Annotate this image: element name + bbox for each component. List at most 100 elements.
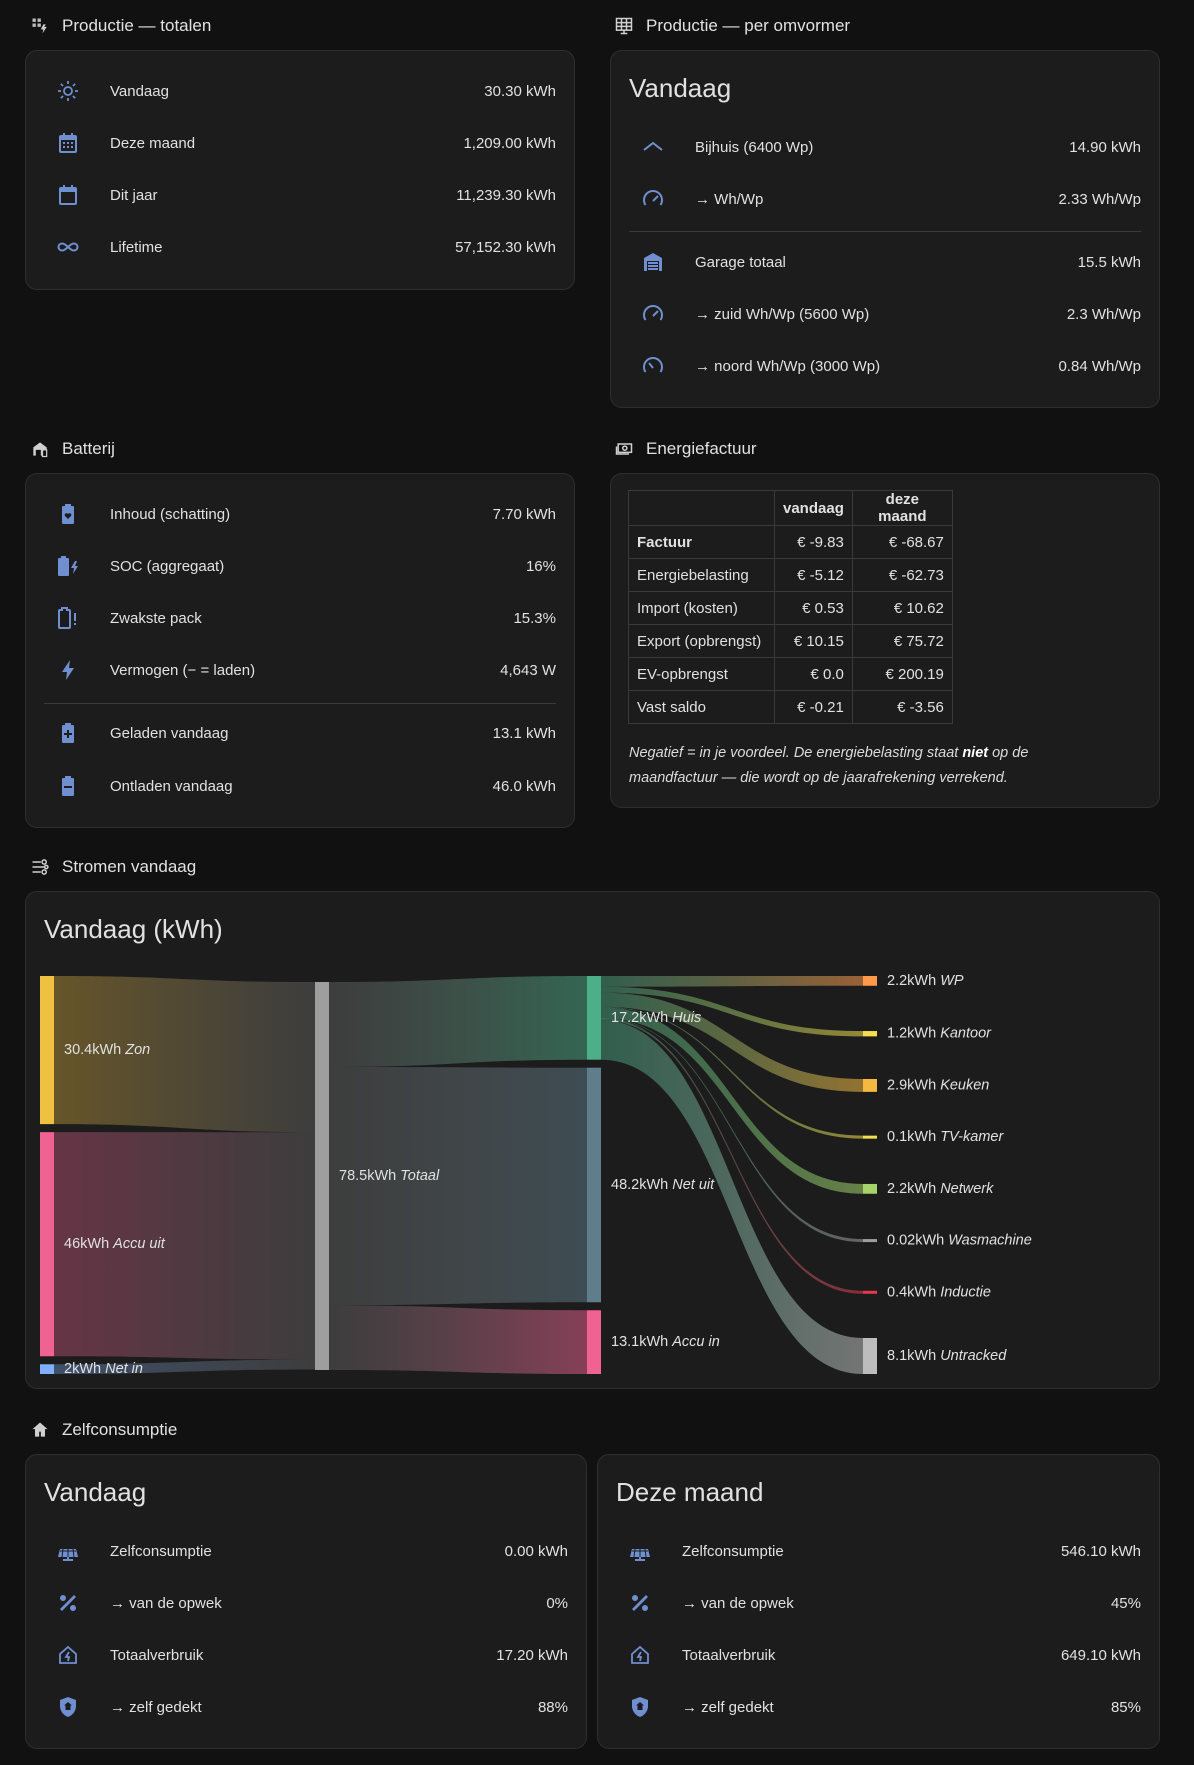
table-row: Energiebelasting € -5.12 € -62.73 [628, 558, 953, 592]
sankey-label-cons-7: 8.1kWh Untracked [887, 1348, 1007, 1364]
row-selfcons-month-zelf[interactable]: Zelfconsumptie 546.10 kWh [598, 1525, 1159, 1577]
transmission-tower-flows-icon [32, 859, 49, 875]
flow-band-cons-4 [601, 1007, 863, 1194]
sankey-label-cons-1: 1.2kWh Kantoor [887, 1026, 992, 1042]
card-title-selfcons-month: Deze maand [616, 1477, 764, 1507]
percent-icon [620, 1591, 660, 1615]
battery-minus-icon [48, 774, 88, 798]
table-row: Import (kosten) € 0.53 € 10.62 [628, 591, 953, 625]
shield-home-icon [620, 1695, 660, 1719]
card-invoice: vandaag deze maand Factuur € -9.83 € -68… [610, 473, 1160, 808]
card-prod-inverter: Vandaag Bijhuis (6400 Wp) 14.90 kWh → Wh… [610, 50, 1160, 408]
sankey-label-2: 2kWh Net in [64, 1361, 143, 1377]
flow-band-cons-3 [601, 1006, 863, 1139]
table-header-row: vandaag deze maand [628, 490, 953, 526]
row-selfcons-month-covered[interactable]: → zelf gedekt 85% [598, 1681, 1159, 1733]
card-title-selfcons-today: Vandaag [44, 1477, 147, 1507]
row-battery-content[interactable]: Inhoud (schatting) 7.70 kWh [26, 488, 574, 540]
sankey-node-netwerk [863, 1183, 877, 1194]
sankey-label-cons-2: 2.9kWh Keuken [887, 1077, 989, 1093]
row-selfcons-today-opwek[interactable]: → van de opwek 0% [26, 1577, 586, 1629]
row-selfcons-today-zelf[interactable]: Zelfconsumptie 0.00 kWh [26, 1525, 586, 1577]
table-cell: Export (opbrengst) [628, 624, 775, 658]
sankey-node-inductie [863, 1290, 877, 1294]
home-lightning-icon [48, 1643, 88, 1667]
sankey-label-1: 46kWh Accu uit [64, 1236, 166, 1252]
sankey-label-cons-5: 0.02kWh Wasmachine [887, 1232, 1032, 1248]
row-selfcons-month-opwek[interactable]: → van de opwek 45% [598, 1577, 1159, 1629]
lightning-icon [48, 658, 88, 682]
row-battery-weakest[interactable]: Zwakste pack 15.3% [26, 592, 574, 644]
sankey-label-mid-0: 17.2kWh Huis [611, 1010, 701, 1026]
flow-band-2 [54, 1359, 315, 1374]
section-title-prod-inverter: Productie — per omvormer [614, 13, 850, 39]
row-selfcons-today-total[interactable]: Totaalverbruik 17.20 kWh [26, 1629, 586, 1681]
flow-band-cons-5 [601, 1018, 863, 1243]
sankey-node-net-in [40, 1364, 54, 1374]
sankey-node-accu-uit [40, 1132, 54, 1357]
solar-power-icon [32, 18, 47, 34]
flow-band-mid-1 [329, 1067, 587, 1306]
roof-icon [633, 135, 673, 159]
invoice-note: Negatief = in je voordeel. De energiebel… [629, 745, 1029, 786]
table-cell: € -0.21 [774, 690, 853, 724]
table-header [628, 490, 775, 526]
row-selfcons-today-covered[interactable]: → zelf gedekt 88% [26, 1681, 586, 1733]
row-prod-today[interactable]: Vandaag 30.30 kWh [26, 65, 574, 117]
section-title-invoice: Energiefactuur [614, 436, 757, 462]
table-cell: € -3.56 [851, 690, 953, 724]
table-cell: € -5.12 [774, 558, 853, 592]
table-cell: € -68.67 [851, 525, 953, 559]
table-header: vandaag [774, 490, 853, 526]
table-row: Factuur € -9.83 € -68.67 [628, 525, 953, 559]
row-inverter-garage[interactable]: Garage totaal 15.5 kWh [611, 236, 1159, 288]
home-icon [32, 1422, 48, 1437]
table-cell: € 0.53 [774, 591, 853, 625]
row-prod-year[interactable]: Dit jaar 11,239.30 kWh [26, 169, 574, 221]
row-inverter-whwp[interactable]: → Wh/Wp 2.33 Wh/Wp [611, 173, 1159, 225]
gauge-icon [633, 187, 673, 211]
flow-band-cons-2 [601, 992, 863, 1092]
table-cell: Factuur [628, 525, 775, 559]
table-cell: € 200.19 [851, 657, 953, 691]
table-row: Vast saldo € -0.21 € -3.56 [628, 690, 953, 724]
table-cell: Vast saldo [628, 690, 775, 724]
section-title-battery: Batterij [30, 436, 115, 462]
card-flows: Vandaag (kWh) 30.4kWh Zon 46kWh Accu uit 2… [25, 891, 1160, 1389]
flow-band-cons-1 [601, 986, 863, 1037]
row-battery-power[interactable]: Vermogen (− = laden) 4,643 W [26, 644, 574, 696]
calendar-icon [48, 183, 88, 207]
sankey-node-wasmachine [863, 1239, 877, 1243]
flow-band-cons-7 [601, 1020, 863, 1374]
row-inverter-noord[interactable]: → noord Wh/Wp (3000 Wp) 0.84 Wh/Wp [611, 340, 1159, 392]
sankey-label-mid-1: 48.2kWh Net uit [611, 1177, 715, 1193]
row-battery-soc[interactable]: SOC (aggregaat) 16% [26, 540, 574, 592]
flow-band-mid-2 [329, 1305, 587, 1374]
flow-band-1 [54, 1132, 315, 1360]
row-selfcons-month-total[interactable]: Totaalverbruik 649.10 kWh [598, 1629, 1159, 1681]
row-battery-charged[interactable]: Geladen vandaag 13.1 kWh [26, 707, 574, 759]
card-prod-totals: Vandaag 30.30 kWh Deze maand 1,209.00 kW… [25, 50, 575, 290]
row-battery-discharged[interactable]: Ontladen vandaag 46.0 kWh [26, 760, 574, 812]
sankey-node-kantoor [863, 1031, 877, 1037]
row-inverter-zuid[interactable]: → zuid Wh/Wp (5600 Wp) 2.3 Wh/Wp [611, 288, 1159, 340]
row-prod-month[interactable]: Deze maand 1,209.00 kWh [26, 117, 574, 169]
flow-band-cons-0 [601, 976, 863, 987]
row-prod-lifetime[interactable]: Lifetime 57,152.30 kWh [26, 221, 574, 273]
garage-icon [633, 250, 673, 274]
calendar-month-icon [48, 131, 88, 155]
battery-plus-icon [48, 721, 88, 745]
table-cell: € 75.72 [851, 624, 953, 658]
sankey-node-totaal [315, 982, 329, 1370]
row-inverter-bijhuis[interactable]: Bijhuis (6400 Wp) 14.90 kWh [611, 121, 1159, 173]
home-battery-icon [33, 442, 48, 458]
sankey-label-cons-0: 2.2kWh WP [887, 973, 964, 989]
sankey-chart: 30.4kWh Zon 46kWh Accu uit 2kWh Net in 78.5… [40, 973, 1032, 1377]
table-cell: € 10.15 [774, 624, 853, 658]
battery-alert-icon [48, 606, 88, 630]
sankey-node-untracked [863, 1338, 877, 1374]
solar-panel-icon [620, 1539, 660, 1563]
sankey-node-zon [40, 976, 54, 1125]
divider [44, 703, 556, 704]
table-cell: € 10.62 [851, 591, 953, 625]
